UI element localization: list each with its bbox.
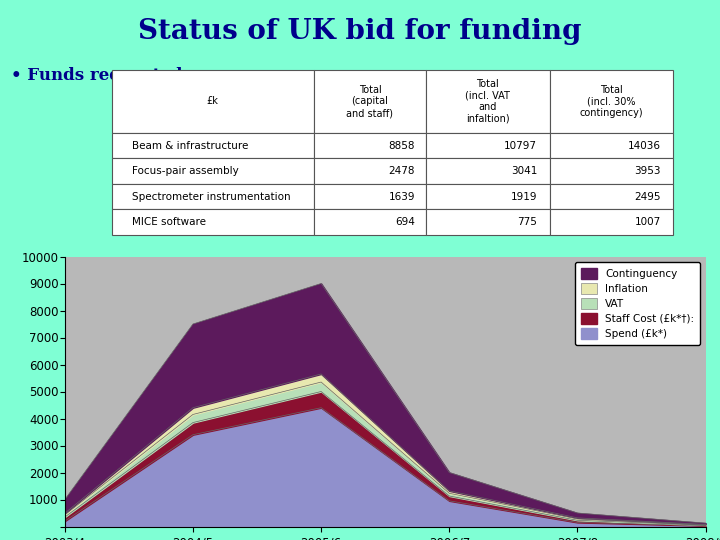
Legend: Continguency, Inflation, VAT, Staff Cost (£k*†):, Spend (£k*): Continguency, Inflation, VAT, Staff Cost…: [575, 262, 701, 345]
Text: • Funds requested:: • Funds requested:: [11, 67, 189, 84]
Text: Status of UK bid for funding: Status of UK bid for funding: [138, 17, 582, 45]
